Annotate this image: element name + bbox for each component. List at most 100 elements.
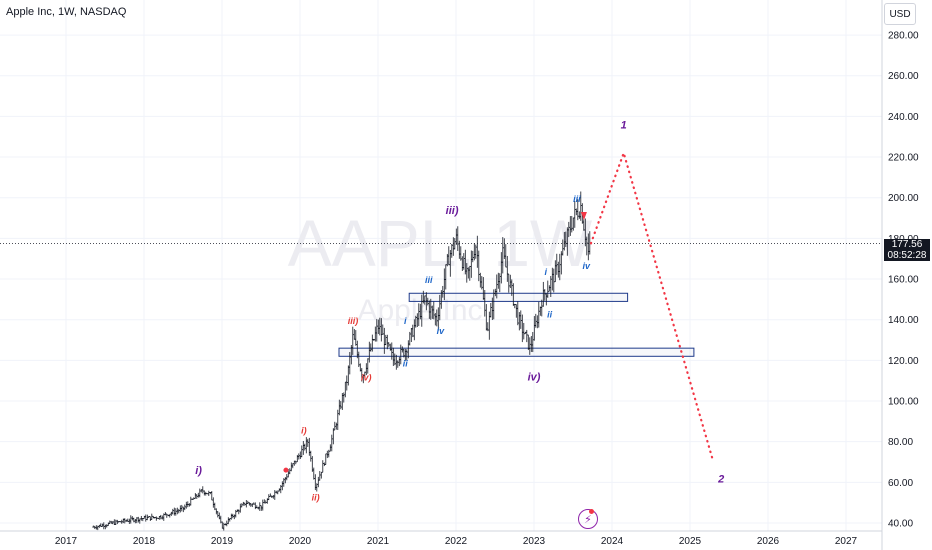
y-tick-label: 140.00 [888, 315, 919, 326]
candle [183, 504, 186, 511]
candle [182, 506, 185, 513]
wave-label-purple: iii) [446, 205, 459, 217]
candle [173, 507, 176, 516]
candle [303, 443, 306, 451]
candle [521, 314, 524, 343]
candle [330, 434, 333, 452]
wave-label-blue: ii [547, 310, 553, 320]
candle [335, 422, 338, 430]
price-scale[interactable]: 40.0060.0080.00100.00120.00140.00160.001… [888, 31, 919, 530]
projection-path [283, 149, 715, 473]
marker-dot [283, 467, 289, 473]
down-arrow-icon [580, 211, 587, 221]
candle [320, 471, 323, 479]
currency-button[interactable]: USD [884, 3, 916, 25]
x-tick-label: 2024 [601, 536, 624, 547]
candles [92, 191, 591, 531]
candle [518, 312, 521, 331]
lightning-icon[interactable]: ⚡ [578, 509, 598, 529]
candle [210, 491, 213, 501]
x-tick-label: 2021 [367, 536, 390, 547]
candle [203, 490, 206, 496]
candle [194, 493, 197, 499]
candle [516, 301, 519, 326]
wave-label-blue: ii [403, 358, 409, 368]
projection-line[interactable] [589, 149, 715, 464]
candle [180, 504, 183, 512]
candle [525, 329, 528, 343]
wave-label-purple: i) [195, 465, 202, 477]
wave-label-blue: iv [437, 326, 446, 336]
wave-label-purple: 1 [621, 120, 627, 132]
candle [263, 499, 266, 504]
candle [258, 502, 261, 511]
support-zone[interactable] [338, 347, 695, 357]
x-tick-label: 2022 [445, 536, 468, 547]
watermark-ticker: AAPL, 1W [288, 206, 593, 280]
candle [540, 299, 543, 317]
candle [288, 468, 291, 475]
candle [104, 524, 107, 530]
y-tick-label: 280.00 [888, 31, 919, 42]
wave-label-red: i) [301, 426, 307, 436]
last-price-tag: 177.56 [884, 239, 930, 250]
candle [234, 509, 237, 518]
wave-label-blue: i [544, 267, 547, 277]
candle [302, 440, 305, 455]
wave-label-blue: iii [573, 194, 581, 204]
candle [237, 509, 240, 515]
support-zones [338, 292, 695, 357]
candle [267, 494, 270, 501]
grid-lines [0, 0, 882, 531]
support-zone[interactable] [408, 292, 629, 302]
candle [233, 514, 236, 520]
candle [144, 514, 147, 522]
candle [489, 303, 492, 318]
candle [396, 360, 399, 368]
candle [344, 381, 347, 398]
watermark: AAPL, 1W Apple Inc [288, 206, 593, 327]
candle [201, 486, 204, 494]
candle [410, 328, 413, 343]
x-tick-label: 2019 [211, 536, 234, 547]
candle [306, 438, 309, 447]
candle [137, 516, 140, 523]
candle [300, 445, 303, 458]
candle [296, 454, 299, 463]
candle [171, 508, 174, 515]
candle [290, 462, 293, 472]
candle [215, 508, 218, 515]
candle [308, 437, 311, 456]
x-tick-label: 2023 [523, 536, 546, 547]
candle [216, 511, 219, 518]
candle [347, 365, 350, 386]
candle [168, 513, 171, 518]
y-tick-label: 200.00 [888, 193, 919, 204]
candle [311, 456, 314, 472]
candle [537, 301, 540, 328]
candle [179, 505, 182, 513]
candle [231, 513, 234, 519]
y-tick-label: 160.00 [888, 275, 919, 286]
candle [386, 334, 389, 350]
symbol-title[interactable]: Apple Inc, 1W, NASDAQ [6, 6, 127, 18]
x-tick-label: 2020 [289, 536, 312, 547]
candle [266, 498, 269, 504]
candle [185, 501, 188, 509]
countdown-tag: 08:52:28 [884, 250, 930, 261]
candle [150, 513, 153, 520]
candle [197, 492, 200, 498]
x-tick-label: 2017 [55, 536, 78, 547]
candle [189, 496, 192, 506]
y-tick-label: 260.00 [888, 71, 919, 82]
y-tick-label: 80.00 [888, 437, 913, 448]
candle [161, 515, 164, 520]
candle [273, 490, 276, 500]
candle [398, 356, 401, 367]
candle [198, 488, 201, 498]
y-tick-label: 220.00 [888, 153, 919, 164]
time-scale[interactable]: 2017 2018 2019 2020 2021 2022 2023 2024 2025 2026… [55, 536, 858, 547]
candle [246, 500, 249, 505]
candle [488, 311, 491, 340]
